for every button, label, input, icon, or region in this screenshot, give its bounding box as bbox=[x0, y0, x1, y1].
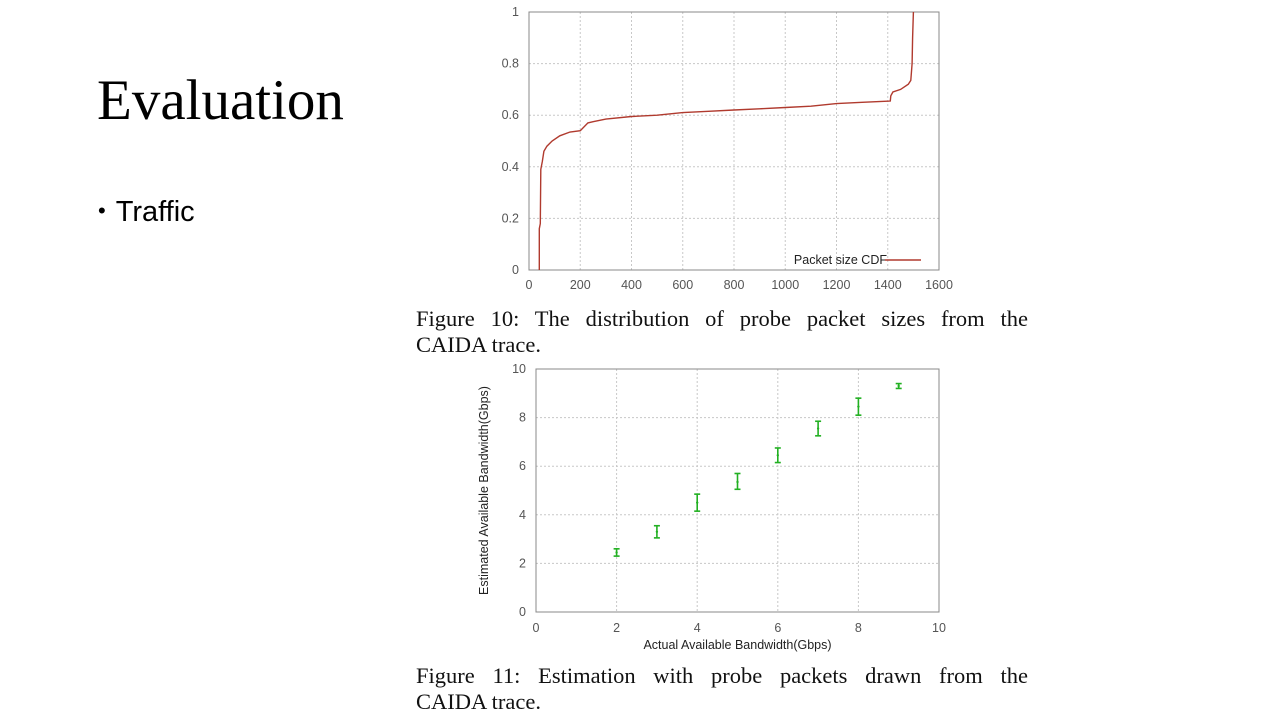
y-tick-label: 0.4 bbox=[502, 160, 519, 174]
figure-11-caption-line-2: CAIDA trace. bbox=[416, 689, 541, 714]
x-axis-label: Actual Available Bandwidth(Gbps) bbox=[643, 638, 831, 652]
y-tick-label: 0 bbox=[519, 605, 526, 619]
x-tick-label: 10 bbox=[932, 621, 946, 635]
data-point bbox=[816, 427, 820, 430]
x-tick-label: 600 bbox=[672, 278, 693, 292]
plot-border bbox=[535, 368, 940, 613]
x-tick-label: 800 bbox=[724, 278, 745, 292]
y-tick-label: 2 bbox=[519, 556, 526, 570]
x-tick-label: 0 bbox=[526, 278, 533, 292]
x-tick-label: 200 bbox=[570, 278, 591, 292]
legend-label: Packet size CDF bbox=[794, 253, 887, 267]
x-tick-label: 4 bbox=[694, 621, 701, 635]
y-tick-label: 1 bbox=[512, 5, 519, 19]
x-tick-label: 1400 bbox=[874, 278, 902, 292]
bullet-text: Traffic bbox=[115, 196, 195, 228]
y-tick-label: 6 bbox=[519, 459, 526, 473]
packet-size-cdf-chart: 0 200 400 600 800 1000 1200 1400 1600 0 0.2 0.4 0.6 0… bbox=[502, 5, 953, 292]
cdf-series-line bbox=[538, 11, 915, 270]
y-tick-label: 8 bbox=[519, 411, 526, 425]
data-point bbox=[897, 384, 900, 388]
x-tick-label: 0 bbox=[533, 621, 540, 635]
x-tick-label: 8 bbox=[855, 621, 862, 635]
figure-10-caption: Figure 10: The distribution of probe pac… bbox=[416, 306, 1028, 358]
bullet-dot-icon: • bbox=[98, 198, 106, 223]
plot-border bbox=[528, 11, 940, 271]
data-point bbox=[857, 405, 860, 408]
y-tick-label: 4 bbox=[519, 508, 526, 522]
data-point bbox=[776, 454, 779, 457]
y-tick-label: 0.6 bbox=[502, 108, 519, 122]
data-point bbox=[615, 551, 618, 554]
data-point bbox=[696, 501, 699, 504]
y-tick-label: 0 bbox=[512, 263, 519, 277]
plot-area bbox=[536, 369, 939, 612]
bandwidth-estimation-chart: 0 2 4 6 8 10 0 2 4 6 8 10 Actual Available Bandwidth… bbox=[477, 362, 946, 652]
bullet-item: • Traffic bbox=[98, 196, 195, 229]
x-tick-label: 1200 bbox=[823, 278, 851, 292]
figure-10-caption-line-1: Figure 10: The distribution of probe pac… bbox=[416, 306, 1028, 331]
figure-10-caption-line-2: CAIDA trace. bbox=[416, 332, 541, 357]
figure-11-caption: Figure 11: Estimation with probe packets… bbox=[416, 663, 1028, 715]
y-axis-label: Estimated Available Bandwidth(Gbps) bbox=[477, 386, 491, 595]
data-point bbox=[736, 480, 739, 484]
x-tick-label: 6 bbox=[774, 621, 781, 635]
y-tick-label: 0.2 bbox=[502, 211, 519, 225]
y-tick-label: 10 bbox=[512, 362, 526, 376]
figure-11-caption-line-1: Figure 11: Estimation with probe packets… bbox=[416, 663, 1028, 688]
x-tick-label: 400 bbox=[621, 278, 642, 292]
x-tick-label: 2 bbox=[613, 621, 620, 635]
x-tick-label: 1000 bbox=[771, 278, 799, 292]
x-tick-label: 1600 bbox=[925, 278, 953, 292]
y-tick-label: 0.8 bbox=[502, 57, 519, 71]
slide-title: Evaluation bbox=[97, 69, 344, 132]
data-point bbox=[655, 530, 659, 534]
